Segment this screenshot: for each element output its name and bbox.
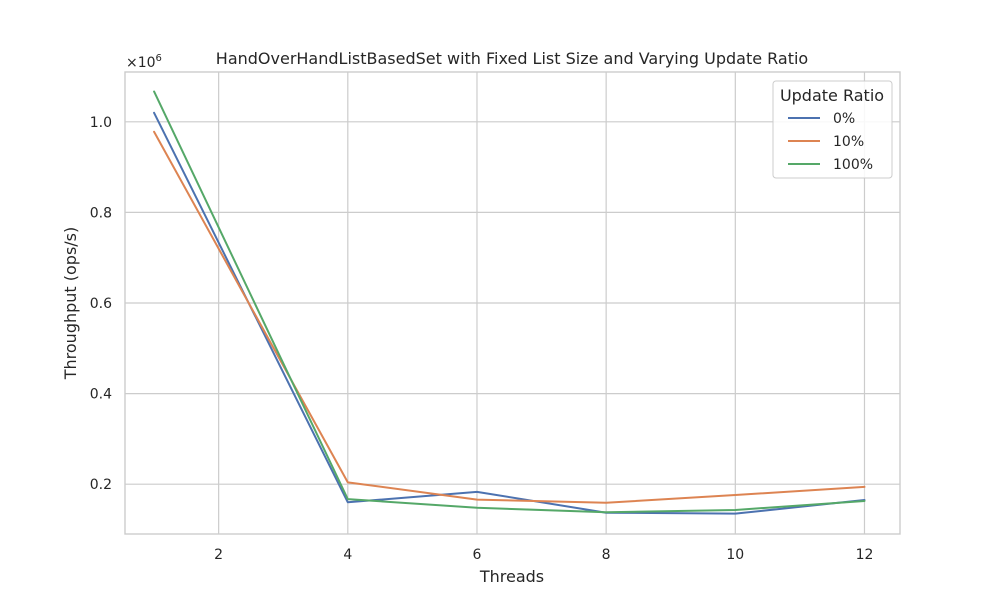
plot-frame — [124, 71, 901, 535]
y-tick-label: 0.8 — [90, 205, 112, 221]
x-tick-label: 8 — [602, 547, 611, 563]
series-line-3 — [153, 90, 866, 514]
x-tick-labels: 2 4 6 8 10 12 — [214, 547, 873, 563]
y-axis-label: Throughput (ops/s) — [61, 227, 80, 381]
y-offset-label: ×106 — [126, 53, 162, 71]
legend-label: 100% — [833, 157, 873, 173]
legend-label: 0% — [833, 111, 855, 127]
series-line-1 — [153, 111, 866, 515]
chart-title: HandOverHandListBasedSet with Fixed List… — [216, 49, 808, 68]
y-tick-label: 0.4 — [90, 387, 112, 403]
x-tick-label: 4 — [343, 547, 352, 563]
x-tick-label: 2 — [214, 547, 223, 563]
x-tick-label: 10 — [726, 547, 744, 563]
series-line-2 — [153, 130, 866, 504]
y-tick-label: 0.6 — [90, 296, 112, 312]
legend-box — [772, 80, 893, 179]
y-tick-labels: 0.2 0.4 0.6 0.8 1.0 — [90, 115, 112, 493]
x-axis-label: Threads — [479, 567, 544, 586]
y-tick-label: 1.0 — [90, 115, 112, 131]
legend-title: Update Ratio — [780, 86, 884, 105]
x-tick-label: 6 — [473, 547, 482, 563]
y-tick-label: 0.2 — [90, 477, 112, 493]
series-layer — [153, 90, 866, 515]
legend-label: 10% — [833, 134, 864, 150]
legend: Update Ratio 0% 10% 100% — [772, 80, 893, 179]
x-tick-label: 12 — [856, 547, 874, 563]
legend-items: 0% 10% 100% — [788, 111, 873, 173]
